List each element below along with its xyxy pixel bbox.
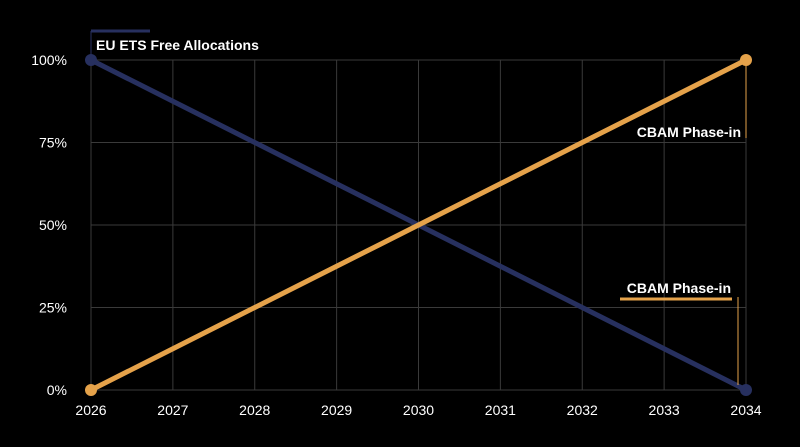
x-tick-label: 2032 [567,402,598,418]
y-tick-label: 75% [39,135,67,151]
x-tick-label: 2034 [730,402,761,418]
annotation-label: CBAM Phase-in [627,280,731,296]
x-tick-label: 2029 [321,402,352,418]
data-point-marker [85,384,97,396]
x-tick-label: 2026 [75,402,106,418]
series-lines [85,54,752,396]
annotation-label: CBAM Phase-in [637,124,741,140]
y-tick-label: 25% [39,300,67,316]
y-tick-label: 100% [31,52,67,68]
y-tick-label: 0% [47,382,67,398]
y-axis-ticks: 0% 25% 50% 75% 100% [31,52,67,398]
annotations: EU ETS Free Allocations CBAM Phase-in CBAM… [90,29,747,385]
data-point-marker [740,384,752,396]
y-tick-label: 50% [39,217,67,233]
x-tick-label: 2027 [157,402,188,418]
x-axis-ticks: 2026 2027 2028 2029 2030 2031 2032 2033 2034 [75,402,761,418]
series-line-cbam [88,57,749,393]
annotation-label: EU ETS Free Allocations [96,37,259,53]
x-tick-label: 2031 [485,402,516,418]
x-tick-label: 2030 [403,402,434,418]
x-tick-label: 2028 [239,402,270,418]
x-tick-label: 2033 [649,402,680,418]
grid-lines [90,59,747,391]
